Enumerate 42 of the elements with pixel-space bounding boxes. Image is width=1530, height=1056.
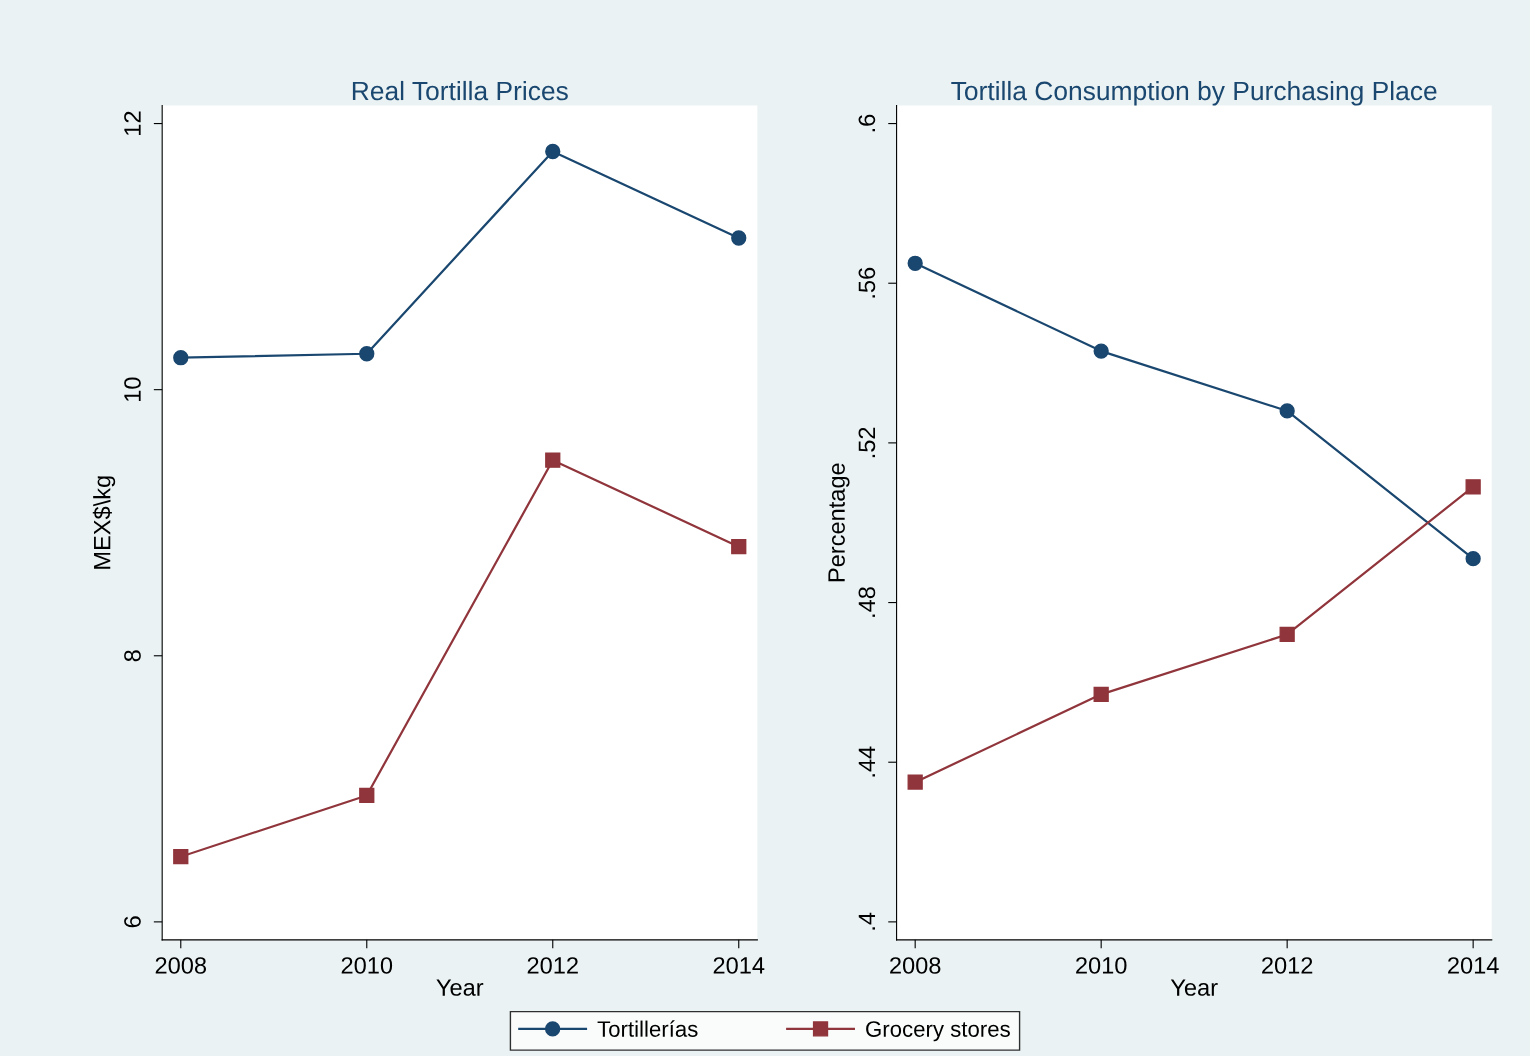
x-axis-title: Year (1170, 979, 1218, 996)
chart-title: Tortilla Consumption by Purchasing Place (951, 80, 1437, 106)
y-tick-label: .48 (858, 587, 876, 617)
point (359, 787, 375, 804)
point (173, 849, 189, 865)
point (173, 350, 189, 366)
y-axis-title: Percentage (828, 463, 850, 582)
legend-label: Grocery stores (866, 1021, 1010, 1042)
point (545, 452, 561, 468)
point (731, 230, 747, 246)
point (545, 143, 561, 160)
y-tick-label: 6 (124, 916, 141, 928)
point (1093, 343, 1109, 359)
y-tick-label: 12 (124, 111, 141, 135)
point (359, 346, 375, 362)
point (1279, 626, 1295, 643)
x-tick-label: 2014 (1448, 957, 1499, 974)
y-tick-label: 10 (124, 377, 141, 401)
point (1465, 479, 1481, 495)
point (907, 255, 923, 271)
legend-label: Tortillerías (597, 1020, 698, 1037)
y-tick-label: .4 (858, 912, 876, 930)
point (731, 539, 747, 555)
y-tick-label: .56 (858, 267, 876, 298)
x-tick-label: 2012 (1262, 957, 1313, 974)
point (1465, 551, 1481, 567)
y-tick-label: .6 (858, 114, 876, 132)
x-tick-label: 2012 (527, 957, 578, 974)
x-tick-label: 2010 (1076, 957, 1127, 974)
x-tick-label: 2010 (341, 957, 393, 974)
x-tick-label: 2014 (713, 957, 765, 974)
y-tick-label: .52 (858, 427, 876, 458)
y-axis-title: MEX$\kg (92, 476, 116, 569)
point (1279, 403, 1295, 419)
x-axis-title: Year (436, 979, 484, 996)
point (907, 774, 923, 790)
y-tick-label: 8 (124, 650, 141, 662)
x-tick-label: 2008 (890, 957, 941, 974)
x-tick-label: 2008 (155, 957, 207, 974)
point (1093, 686, 1109, 702)
chart-title: Real Tortilla Prices (352, 80, 568, 101)
y-tick-label: .44 (858, 746, 876, 777)
